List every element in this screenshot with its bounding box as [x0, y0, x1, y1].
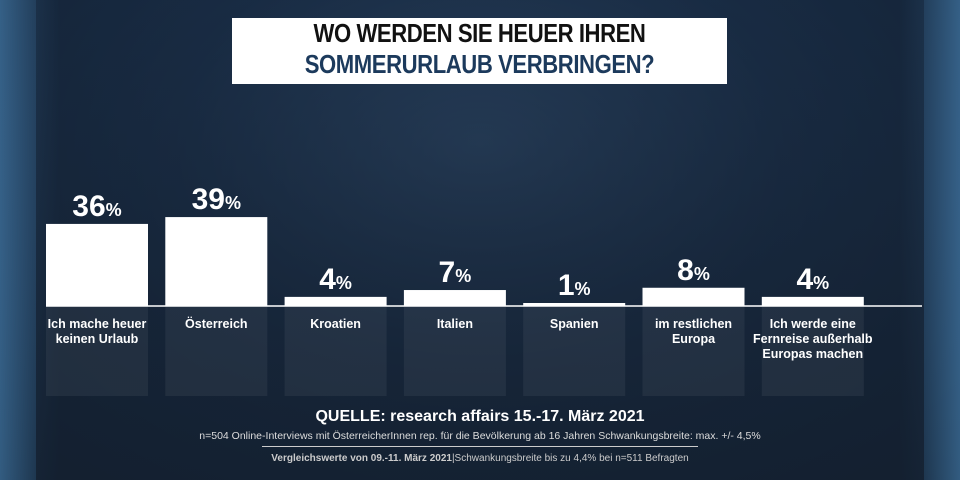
divider	[262, 446, 698, 447]
bar	[761, 296, 864, 306]
data-label: 36%	[72, 190, 121, 223]
bar-reflection	[46, 306, 148, 396]
bar	[642, 287, 745, 306]
data-label: 39%	[192, 183, 241, 216]
bar-reflection	[403, 306, 506, 396]
data-label: 4%	[319, 263, 352, 296]
data-label: 8%	[677, 254, 710, 287]
bar	[284, 296, 387, 306]
compare-rest: |Schwankungsbreite bis zu 4,4% bei n=511…	[451, 453, 689, 464]
bar	[46, 223, 148, 306]
bar-reflection	[523, 306, 626, 396]
category-label: im restlichen	[655, 317, 732, 331]
bar-reflection	[165, 306, 268, 396]
category-label: Ich werde eine	[770, 317, 856, 331]
compare-bold: Vergleichswerte von 09.-11. März 2021	[271, 453, 452, 464]
source-detail: n=504 Online-Interviews mit Österreicher…	[199, 430, 761, 442]
data-label: 7%	[439, 256, 472, 289]
data-label: 4%	[796, 263, 829, 296]
category-label: Ich mache heuer	[48, 317, 147, 331]
source-title: QUELLE: research affairs 15.-17. März 20…	[315, 408, 645, 425]
data-label: 1%	[558, 269, 591, 302]
category-label: Österreich	[185, 316, 248, 331]
category-label: keinen Urlaub	[56, 332, 139, 346]
title-line-2: SOMMERURLAUB VERBRINGEN?	[304, 49, 655, 79]
bar-reflection	[642, 306, 745, 396]
bar-reflection	[284, 306, 387, 396]
compare-note: Vergleichswerte von 09.-11. März 2021|Sc…	[0, 453, 960, 464]
category-label: Europa	[672, 332, 716, 346]
bar-reflection	[761, 306, 864, 396]
bar	[403, 290, 506, 306]
category-label: Fernreise außerhalb	[753, 332, 873, 346]
bar	[165, 217, 268, 306]
category-label: Spanien	[550, 317, 599, 331]
title-line-1: WO WERDEN SIE HEUER IHREN	[313, 18, 646, 48]
bar	[523, 303, 626, 306]
category-label: Kroatien	[310, 317, 361, 331]
title-box: WO WERDEN SIE HEUER IHREN SOMMERURLAUB V…	[232, 18, 727, 84]
category-label: Italien	[437, 317, 473, 331]
category-label: Europas machen	[762, 347, 863, 361]
